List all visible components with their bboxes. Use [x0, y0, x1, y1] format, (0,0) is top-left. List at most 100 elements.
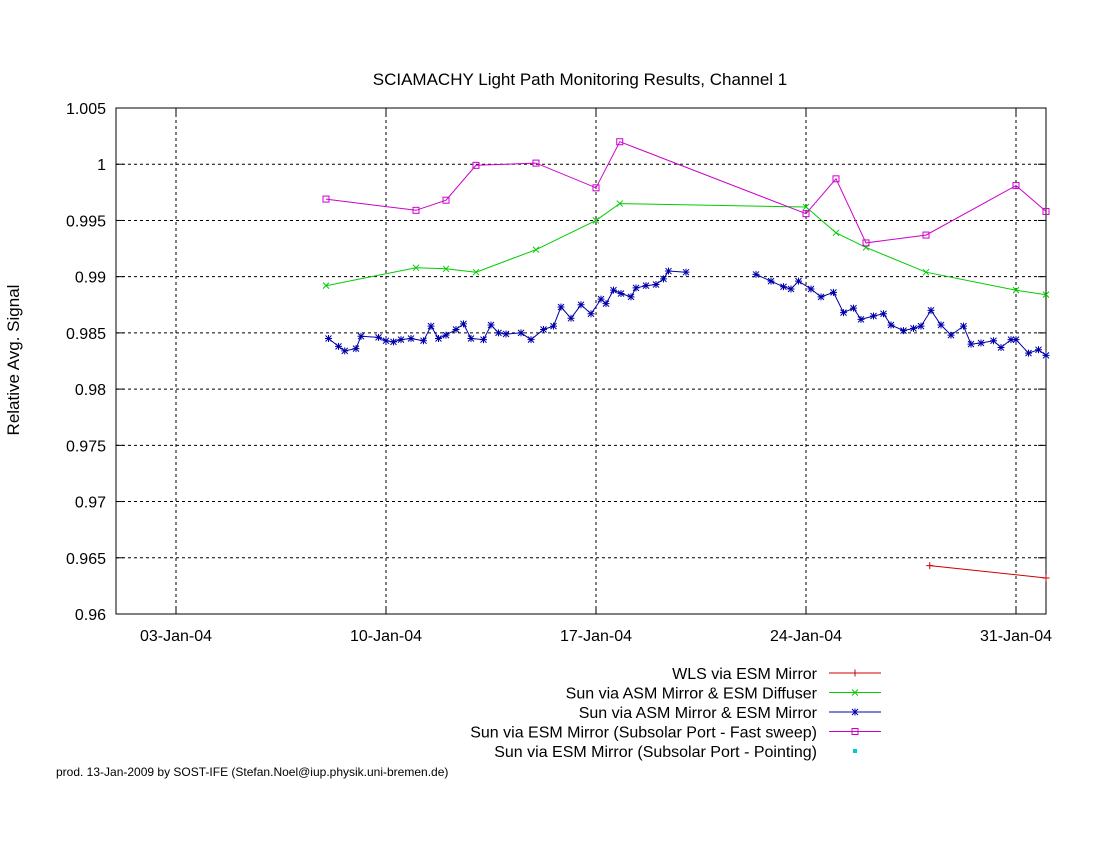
data-point-marker: [652, 281, 660, 289]
legend-label: Sun via ASM Mirror & ESM Mirror: [579, 705, 818, 722]
data-point-marker: [597, 295, 605, 303]
data-point-marker: [502, 330, 510, 338]
x-tick-label: 10-Jan-04: [350, 628, 422, 645]
data-point-marker: [592, 184, 600, 192]
data-point-marker: [577, 301, 585, 309]
data-point-marker: [357, 332, 365, 340]
data-point-marker: [967, 340, 975, 348]
data-point-marker: [817, 293, 825, 301]
data-point-marker: [382, 337, 390, 345]
x-tick-label: 24-Jan-04: [770, 628, 842, 645]
legend: WLS via ESM Mirror Sun via ASM Mirror & E…: [470, 666, 881, 761]
data-point-marker: [807, 285, 815, 293]
data-point-marker: [602, 300, 610, 308]
data-point-marker: [862, 244, 870, 251]
data-point-marker: [1025, 349, 1032, 357]
data-point-marker: [862, 239, 870, 247]
data-point-marker: [851, 689, 859, 696]
data-point-marker: [787, 285, 795, 293]
data-point-marker: [910, 324, 917, 332]
data-point-marker: [487, 321, 495, 329]
y-tick-label: 0.99: [75, 270, 106, 287]
data-point-marker: [851, 708, 859, 716]
data-point-marker: [767, 277, 775, 285]
grid-lines: [116, 108, 1046, 614]
data-point-marker: [850, 304, 857, 312]
data-point-marker: [352, 345, 360, 353]
x-tick-label: 17-Jan-04: [560, 628, 632, 645]
data-point-marker: [665, 267, 672, 275]
data-point-marker: [927, 306, 935, 314]
data-point-marker: [412, 206, 420, 214]
data-point-marker: [870, 312, 877, 320]
series-group: [322, 138, 1050, 247]
data-point-marker: [472, 268, 480, 276]
legend-label: Sun via ASM Mirror & ESM Diffuser: [566, 686, 818, 703]
data-point-marker: [851, 669, 859, 677]
series-group: [926, 562, 1050, 582]
series-line: [325, 203, 1047, 296]
data-point-marker: [947, 331, 955, 339]
data-point-marker: [830, 288, 837, 296]
data-point-marker: [660, 275, 667, 283]
data-point-marker: [853, 749, 857, 753]
data-point-marker: [375, 333, 382, 341]
data-point-marker: [442, 196, 450, 204]
data-point-marker: [540, 326, 547, 334]
data-point-marker: [900, 327, 907, 335]
data-point-marker: [1042, 351, 1050, 359]
data-point-marker: [341, 347, 349, 355]
data-point-marker: [752, 270, 760, 278]
y-tick-label: 0.975: [66, 438, 106, 455]
series-layer: [322, 138, 1050, 582]
data-point-marker: [610, 286, 617, 294]
y-tick-label: 0.98: [75, 382, 106, 399]
y-tick-label: 0.995: [66, 213, 106, 230]
y-tick-label: 0.96: [75, 607, 106, 624]
data-point-marker: [587, 310, 595, 318]
data-point-marker: [427, 322, 435, 330]
data-point-marker: [617, 290, 625, 298]
data-point-marker: [795, 277, 802, 285]
data-point-marker: [322, 282, 330, 290]
data-point-marker: [532, 159, 540, 167]
y-tick-label: 0.97: [75, 495, 106, 512]
data-point-marker: [627, 293, 635, 301]
data-point-marker: [832, 229, 840, 237]
series-group: [322, 200, 1050, 299]
data-point-marker: [527, 336, 535, 344]
data-point-marker: [592, 217, 600, 224]
footer-credit: prod. 13-Jan-2009 by SOST-IFE (Stefan.No…: [56, 765, 448, 779]
data-point-marker: [390, 338, 397, 346]
data-point-marker: [467, 335, 475, 343]
data-point-marker: [1042, 207, 1050, 215]
series-group: [325, 267, 1050, 359]
data-point-marker: [472, 161, 480, 169]
data-point-marker: [1012, 182, 1020, 190]
data-point-marker: [420, 337, 427, 345]
data-point-marker: [322, 195, 330, 203]
legend-label: Sun via ESM Mirror (Subsolar Port - Fast…: [470, 725, 817, 742]
legend-label: WLS via ESM Mirror: [672, 666, 818, 683]
data-point-marker: [780, 283, 787, 291]
data-point-marker: [802, 203, 810, 211]
data-point-marker: [977, 339, 985, 347]
data-point-marker: [682, 268, 690, 276]
series-line: [325, 141, 1047, 244]
data-point-marker: [832, 175, 840, 183]
data-point-marker: [325, 335, 332, 343]
data-point-marker: [642, 282, 650, 290]
y-tick-label: 1: [97, 157, 106, 174]
legend-label: Sun via ESM Mirror (Subsolar Port - Poin…: [494, 744, 817, 761]
data-point-marker: [990, 337, 997, 345]
data-point-marker: [802, 210, 810, 218]
data-point-marker: [495, 329, 502, 337]
y-tick-label: 0.985: [66, 326, 106, 343]
data-point-marker: [407, 335, 415, 343]
data-point-marker: [851, 728, 859, 735]
data-point-marker: [517, 329, 525, 337]
data-point-marker: [435, 335, 442, 343]
data-point-marker: [567, 314, 575, 322]
data-point-marker: [937, 321, 945, 329]
